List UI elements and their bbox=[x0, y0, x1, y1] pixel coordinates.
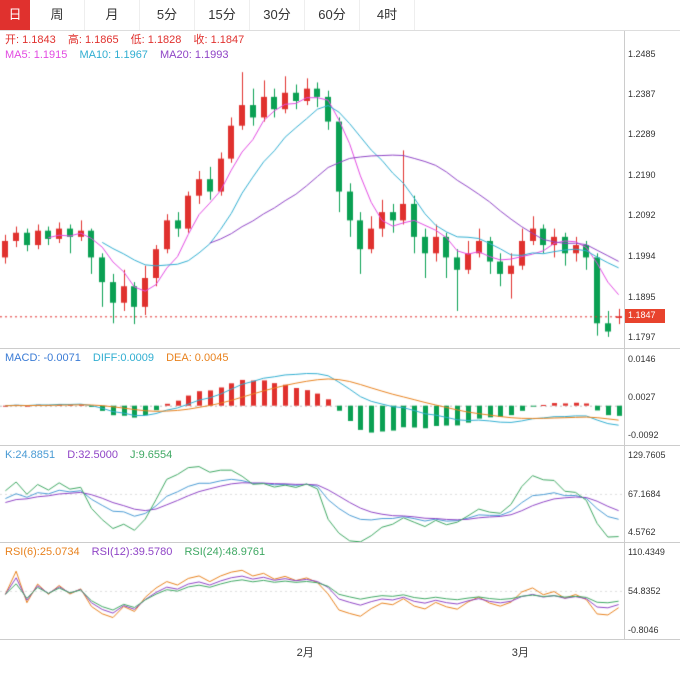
y-axis-tick: 1.1895 bbox=[628, 291, 656, 302]
macd-panel: MACD: -0.0071 DIFF:0.0009 DEA: 0.0045 0.… bbox=[0, 349, 680, 446]
rsi6-value: RSI(6):25.0734 bbox=[5, 546, 80, 558]
main-y-axis: 1.1847 1.2485 1.2387 1.2289 1.2190 1.2092 1.1… bbox=[624, 31, 680, 348]
x-axis-label: 3月 bbox=[511, 647, 529, 659]
macd-info: MACD: -0.0071 DIFF:0.0009 DEA: 0.0045 bbox=[5, 351, 237, 366]
y-axis-tick: 129.7605 bbox=[628, 450, 666, 461]
main-chart-panel: 开: 1.1843 高: 1.1865 低: 1.1828 收: 1.1847 … bbox=[0, 31, 680, 349]
tab-60min[interactable]: 60分 bbox=[305, 0, 360, 30]
diff-value: DIFF:0.0009 bbox=[92, 352, 155, 364]
y-axis-tick: 1.2289 bbox=[628, 129, 656, 140]
rsi-y-axis: 110.4349 54.8352 -0.8046 bbox=[624, 543, 680, 639]
ohlc-info: 开: 1.1843 高: 1.1865 低: 1.1828 收: 1.1847 … bbox=[5, 33, 253, 63]
rsi-panel: RSI(6):25.0734 RSI(12):39.5780 RSI(24):4… bbox=[0, 543, 680, 640]
low-value: 低: 1.1828 bbox=[130, 34, 182, 46]
kdj-info: K:24.8851 D:32.5000 J:9.6554 bbox=[5, 448, 181, 463]
y-axis-tick: 1.1994 bbox=[628, 250, 656, 261]
rsi-info: RSI(6):25.0734 RSI(12):39.5780 RSI(24):4… bbox=[5, 545, 274, 560]
tab-5min[interactable]: 5分 bbox=[140, 0, 195, 30]
rsi-plot-area: RSI(6):25.0734 RSI(12):39.5780 RSI(24):4… bbox=[0, 543, 624, 639]
kdj-chart[interactable] bbox=[0, 446, 624, 542]
y-axis-tick: 1.2485 bbox=[628, 48, 656, 59]
main-plot-area: 开: 1.1843 高: 1.1865 低: 1.1828 收: 1.1847 … bbox=[0, 31, 624, 348]
macd-value: MACD: -0.0071 bbox=[5, 352, 81, 364]
rsi12-value: RSI(12):39.5780 bbox=[91, 546, 173, 558]
y-axis-tick: -0.8046 bbox=[628, 624, 659, 635]
k-value: K:24.8851 bbox=[5, 449, 56, 461]
y-axis-tick: 1.1797 bbox=[628, 331, 656, 342]
kdj-plot-area: K:24.8851 D:32.5000 J:9.6554 bbox=[0, 446, 624, 542]
open-value: 开: 1.1843 bbox=[5, 34, 56, 46]
rsi24-value: RSI(24):48.9761 bbox=[184, 546, 266, 558]
ma10-value: MA10: 1.1967 bbox=[79, 49, 148, 61]
y-axis-tick: 4.5762 bbox=[628, 527, 656, 538]
y-axis-tick: -0.0092 bbox=[628, 430, 659, 441]
ohlc-line: 开: 1.1843 高: 1.1865 低: 1.1828 收: 1.1847 bbox=[5, 33, 253, 48]
timeframe-tabs: 日周月 5分 15分 30分 60分 4时 bbox=[0, 0, 680, 31]
rsi-chart[interactable] bbox=[0, 543, 624, 639]
j-value: J:9.6554 bbox=[130, 449, 173, 461]
tab-4hour[interactable]: 4时 bbox=[360, 0, 415, 30]
macd-plot-area: MACD: -0.0071 DIFF:0.0009 DEA: 0.0045 bbox=[0, 349, 624, 445]
close-value: 收: 1.1847 bbox=[193, 34, 245, 46]
tab-day[interactable]: 日 bbox=[0, 0, 30, 30]
tab-month[interactable]: 月 bbox=[85, 0, 140, 30]
macd-y-axis: 0.0146 0.0027 -0.0092 bbox=[624, 349, 680, 445]
y-axis-tick: 110.4349 bbox=[628, 547, 665, 558]
candlestick-chart[interactable] bbox=[0, 31, 624, 348]
y-axis-tick: 1.2092 bbox=[628, 210, 656, 221]
tab-30min[interactable]: 30分 bbox=[250, 0, 305, 30]
y-axis-tick: 1.2190 bbox=[628, 170, 656, 181]
kdj-panel: K:24.8851 D:32.5000 J:9.6554 129.7605 67.… bbox=[0, 446, 680, 543]
kdj-y-axis: 129.7605 67.1684 4.5762 bbox=[624, 446, 680, 542]
x-axis: 2月 3月 bbox=[0, 640, 624, 674]
y-axis-tick: 1.2387 bbox=[628, 88, 656, 99]
tab-week[interactable]: 周 bbox=[30, 0, 85, 30]
d-value: D:32.5000 bbox=[67, 449, 118, 461]
y-axis-tick: 0.0146 bbox=[628, 353, 656, 364]
y-axis-tick: 54.8352 bbox=[628, 585, 661, 596]
ma5-value: MA5: 1.1915 bbox=[5, 49, 68, 61]
dea-value: DEA: 0.0045 bbox=[166, 352, 229, 364]
x-axis-label: 2月 bbox=[296, 647, 314, 659]
macd-chart[interactable] bbox=[0, 349, 624, 445]
y-axis-tick: 67.1684 bbox=[628, 488, 661, 499]
last-price-tag: 1.1847 bbox=[625, 309, 665, 324]
high-value: 高: 1.1865 bbox=[67, 34, 119, 46]
y-axis-tick: 0.0027 bbox=[628, 392, 656, 402]
ma20-value: MA20: 1.1993 bbox=[160, 49, 229, 61]
tab-15min[interactable]: 15分 bbox=[195, 0, 250, 30]
ma-line: MA5: 1.1915 MA10: 1.1967 MA20: 1.1993 bbox=[5, 48, 253, 63]
